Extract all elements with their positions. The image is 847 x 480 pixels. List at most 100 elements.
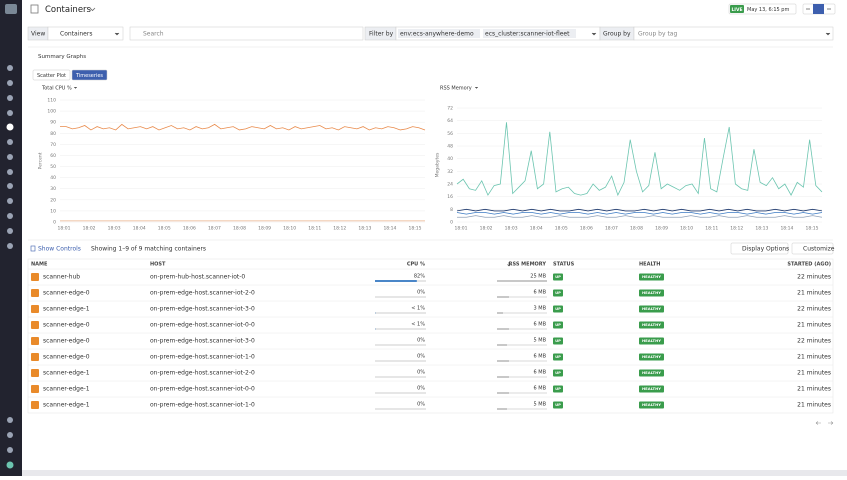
memory-label: 6 MB: [533, 386, 546, 392]
nav-icon[interactable]: [7, 169, 13, 175]
series-line: [60, 124, 425, 130]
column-header[interactable]: RSS MEMORY: [509, 262, 547, 268]
health-label: HEALTHY: [642, 354, 661, 359]
show-controls[interactable]: Show Controls: [38, 246, 81, 253]
filter-tag-text: ecs_cluster:scanner-iot-fleet: [485, 31, 570, 38]
host-name[interactable]: on-prem-edge-host.scanner-iot-0-0: [150, 322, 255, 329]
customize-label: Customize: [803, 246, 835, 253]
cpu-track: [375, 344, 426, 346]
y-tick-label: 70: [50, 142, 56, 148]
cpu-track: [375, 328, 426, 330]
container-name[interactable]: scanner-edge-0: [43, 338, 90, 345]
y-tick-label: 0: [53, 220, 56, 226]
started-ago: 21 minutes: [797, 402, 831, 409]
host-name[interactable]: on-prem-edge-host.scanner-iot-1-0: [150, 402, 255, 409]
memory-label: 3 MB: [533, 306, 546, 312]
host-name[interactable]: on-prem-hub-host.scanner-iot-0: [150, 274, 245, 281]
host-name[interactable]: on-prem-edge-host.scanner-iot-2-0: [150, 290, 255, 297]
nav-icon[interactable]: [7, 65, 13, 71]
column-header[interactable]: CPU %: [407, 262, 425, 268]
y-tick-label: 20: [50, 197, 56, 203]
container-name[interactable]: scanner-edge-0: [43, 290, 90, 297]
search-box[interactable]: [130, 27, 363, 40]
x-tick-label: 18:06: [183, 226, 196, 232]
column-header[interactable]: STATUS: [553, 262, 575, 268]
logo[interactable]: [5, 4, 17, 14]
y-tick-label: 24: [447, 182, 453, 188]
nav-icon[interactable]: [7, 124, 14, 131]
column-header[interactable]: NAME: [31, 262, 48, 268]
x-tick-label: 18:13: [755, 226, 768, 232]
x-tick-label: 18:11: [705, 226, 718, 232]
x-tick-label: 18:05: [555, 226, 568, 232]
y-tick-label: 72: [447, 106, 453, 112]
nav-icon[interactable]: [7, 154, 13, 160]
nav-icon[interactable]: [7, 198, 13, 204]
cpu-label: 0%: [417, 370, 425, 376]
page-title: Containers: [45, 5, 92, 15]
x-tick-label: 18:14: [780, 226, 793, 232]
nav-icon[interactable]: [7, 228, 13, 234]
status-label: UP: [555, 354, 561, 359]
x-tick-label: 18:02: [83, 226, 96, 232]
column-header[interactable]: STARTED (AGO): [787, 262, 831, 268]
container-icon: [31, 385, 39, 393]
filter-tag-text: env:ecs-anywhere-demo: [400, 31, 474, 38]
container-icon: [31, 305, 39, 313]
container-name[interactable]: scanner-edge-1: [43, 386, 90, 393]
y-tick-label: 16: [447, 194, 453, 200]
chart-caret: [475, 87, 478, 89]
started-ago: 21 minutes: [797, 370, 831, 377]
nav-icon[interactable]: [7, 213, 13, 219]
container-name[interactable]: scanner-edge-0: [43, 322, 90, 329]
chart-title[interactable]: RSS Memory: [440, 86, 472, 92]
sidebar: [0, 0, 22, 476]
column-header[interactable]: HOST: [150, 262, 166, 268]
memory-bar: [497, 312, 503, 314]
column-header[interactable]: HEALTH: [639, 262, 660, 268]
nav-icon[interactable]: [7, 80, 13, 86]
memory-bar: [497, 296, 509, 298]
host-name[interactable]: on-prem-edge-host.scanner-iot-2-0: [150, 370, 255, 377]
container-name[interactable]: scanner-edge-0: [43, 354, 90, 361]
memory-bar: [497, 328, 509, 330]
nav-icon[interactable]: [7, 447, 13, 453]
y-tick-label: 32: [447, 169, 453, 175]
x-tick-label: 18:15: [806, 226, 819, 232]
avatar[interactable]: [7, 462, 14, 469]
memory-bar: [497, 392, 509, 394]
container-name[interactable]: scanner-hub: [43, 274, 80, 281]
nav-icon[interactable]: [7, 95, 13, 101]
filter-label: Filter by: [369, 31, 394, 38]
nav-icon[interactable]: [7, 417, 13, 423]
cpu-label: < 1%: [411, 322, 425, 328]
host-name[interactable]: on-prem-edge-host.scanner-iot-1-0: [150, 354, 255, 361]
cpu-track: [375, 392, 426, 394]
nav-icon[interactable]: [7, 243, 13, 249]
nav-icon[interactable]: [7, 432, 13, 438]
nav-icon[interactable]: [7, 183, 13, 189]
host-name[interactable]: on-prem-edge-host.scanner-iot-3-0: [150, 306, 255, 313]
container-name[interactable]: scanner-edge-1: [43, 370, 90, 377]
nav-icon[interactable]: [7, 110, 13, 116]
host-name[interactable]: on-prem-edge-host.scanner-iot-0-0: [150, 386, 255, 393]
nav-icon[interactable]: [7, 139, 13, 145]
status-label: UP: [555, 274, 561, 279]
container-name[interactable]: scanner-edge-1: [43, 402, 90, 409]
pause-button[interactable]: [813, 4, 824, 14]
memory-label: 6 MB: [533, 290, 546, 296]
y-tick-label: 90: [50, 120, 56, 126]
status-label: UP: [555, 322, 561, 327]
started-ago: 21 minutes: [797, 322, 831, 329]
pagination[interactable]: [816, 422, 833, 425]
summary-title[interactable]: Summary Graphs: [38, 54, 86, 60]
host-name[interactable]: on-prem-edge-host.scanner-iot-3-0: [150, 338, 255, 345]
health-label: HEALTHY: [642, 322, 661, 327]
series-line: [457, 213, 822, 215]
chart-title[interactable]: Total CPU %: [41, 86, 72, 92]
container-name[interactable]: scanner-edge-1: [43, 306, 90, 313]
show-controls-icon[interactable]: [31, 246, 35, 251]
cpu-label: 82%: [414, 274, 425, 280]
status-label: UP: [555, 290, 561, 295]
